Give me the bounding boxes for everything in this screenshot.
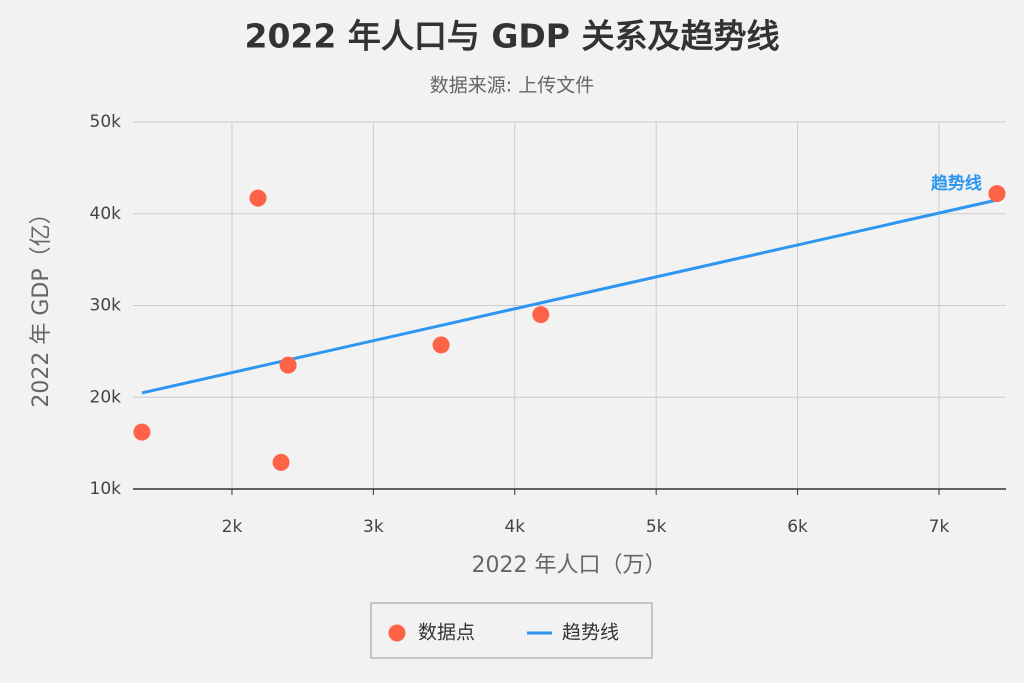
y-tick-label: 20k bbox=[90, 387, 122, 407]
data-point bbox=[532, 306, 550, 324]
data-point bbox=[133, 423, 151, 441]
annotation: 趋势线 bbox=[931, 173, 982, 194]
x-axis-title: 2022 年人口（万） bbox=[472, 553, 667, 578]
y-axis-title: 2022 年 GDP（亿） bbox=[29, 202, 54, 407]
chart-title: 2022 年人口与 GDP 关系及趋势线 bbox=[245, 17, 780, 56]
x-tick-label: 3k bbox=[363, 517, 384, 537]
legend-box bbox=[370, 602, 653, 659]
data-point bbox=[988, 185, 1006, 203]
legend-swatch bbox=[388, 624, 406, 642]
y-tick-label: 10k bbox=[90, 479, 122, 499]
x-tick-label: 2k bbox=[222, 517, 243, 537]
legend-label: 趋势线 bbox=[562, 622, 619, 644]
data-point bbox=[279, 356, 297, 374]
y-tick-label: 50k bbox=[90, 112, 122, 132]
x-tick-label: 6k bbox=[787, 517, 808, 537]
chart-subtitle: 数据来源: 上传文件 bbox=[430, 75, 594, 97]
data-point bbox=[249, 189, 267, 207]
x-tick-label: 7k bbox=[929, 517, 950, 537]
y-tick-label: 30k bbox=[90, 296, 122, 316]
data-point bbox=[432, 336, 450, 354]
legend: 数据点 趋势线 bbox=[370, 602, 653, 659]
x-tick-label: 4k bbox=[504, 517, 525, 537]
legend-label: 数据点 bbox=[418, 622, 475, 644]
y-tick-label: 40k bbox=[90, 204, 122, 224]
x-tick-label: 5k bbox=[646, 517, 667, 537]
data-point bbox=[272, 453, 290, 471]
